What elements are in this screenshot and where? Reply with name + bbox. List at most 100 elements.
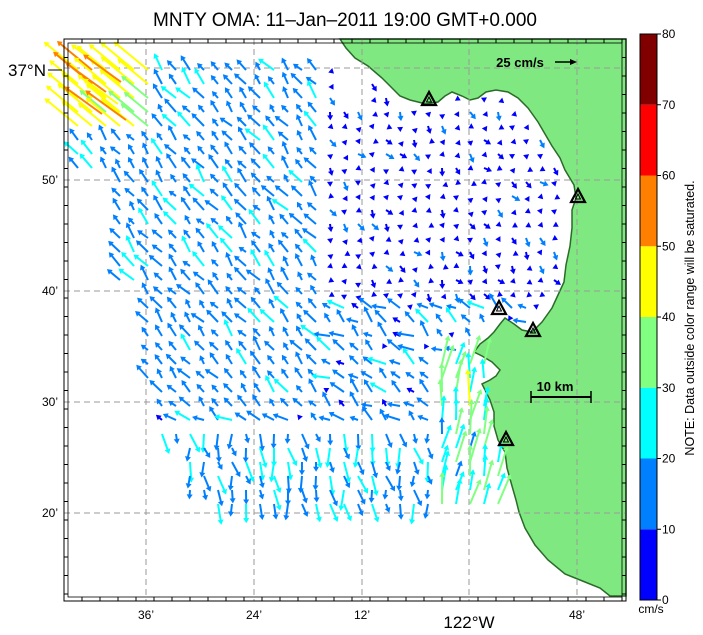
current-vector [327,223,334,233]
current-vector [237,394,247,407]
current-vector [357,461,365,475]
current-vector [327,123,334,130]
current-vector [416,397,429,407]
current-vector [222,182,233,197]
current-vector [243,489,250,505]
current-vector [185,475,192,489]
current-vector [509,167,516,174]
current-vector [268,298,275,309]
current-vector [441,424,452,449]
current-vector [497,153,505,160]
current-vector [397,182,404,189]
current-vector [536,208,543,215]
current-vector [85,90,127,121]
current-vector [398,166,405,172]
current-vector [219,117,233,127]
current-vector [453,235,460,242]
current-vector [252,204,261,211]
current-vector [197,145,205,155]
current-vector [453,223,460,230]
current-vector [539,139,545,149]
current-vector [168,400,177,407]
current-vector [192,197,205,211]
current-vector [355,433,362,451]
current-vector [180,356,191,365]
current-vector [406,387,415,393]
current-vector [427,475,433,485]
current-vector [318,415,331,422]
current-vector [263,340,275,351]
current-vector [174,410,191,421]
current-vector [307,101,317,113]
current-vector [273,475,282,493]
current-vector [481,210,488,216]
current-vector [396,475,403,491]
current-vector [112,197,121,211]
current-vector [437,378,444,407]
current-vector [236,287,247,295]
current-vector [424,489,431,500]
reference-vector: 25 cm/s [496,55,577,70]
current-vector [512,250,519,256]
current-vector [455,430,468,463]
current-vector [396,195,403,201]
current-vector [210,74,219,85]
current-vector [553,279,561,285]
current-vector [111,187,121,197]
current-vector [511,110,517,117]
current-vector [508,125,515,131]
current-vector [173,433,180,444]
current-vector [109,146,121,155]
current-vector [469,223,476,230]
current-vector [358,297,373,309]
colorbar-band [640,387,657,459]
current-vector [259,447,268,468]
current-vector [412,433,419,444]
station-marker [490,298,508,316]
current-vector [552,221,559,227]
current-vector [480,97,487,103]
current-vector [329,489,338,507]
current-vector [206,222,219,239]
current-vector [469,251,475,260]
current-vector [303,309,317,323]
current-vector [180,268,191,281]
current-vector [355,254,362,260]
current-vector [197,104,205,113]
current-vector [383,249,390,255]
current-vector [341,123,348,130]
current-vector [369,166,375,173]
colorbar-tick-label: 50 [662,239,676,253]
current-vector [301,447,308,462]
current-vector [212,271,219,281]
current-vector [453,398,460,421]
current-vector [280,307,289,323]
current-vector [445,303,457,310]
current-vector [425,111,432,118]
current-vector [466,300,485,309]
current-vector [384,503,391,513]
current-vector [455,423,466,449]
lon-major-label: 122°W [443,613,494,632]
current-vector [250,296,261,309]
current-vector [43,41,79,71]
current-vector [149,296,163,309]
current-vector [302,238,317,253]
current-vector [287,447,298,467]
current-vector [324,447,331,468]
current-vector [252,105,261,113]
current-vector [439,151,445,157]
current-vector [426,293,432,303]
current-vector [525,222,532,228]
current-vector [129,200,135,211]
current-vector [99,146,107,155]
current-vector [136,198,149,211]
current-vector [344,250,351,256]
current-vector [231,447,237,457]
current-vector [310,412,317,421]
current-vector [467,279,473,286]
current-vector [413,153,421,162]
current-vector [152,83,163,99]
current-vector [360,402,373,408]
current-vector [210,329,219,337]
